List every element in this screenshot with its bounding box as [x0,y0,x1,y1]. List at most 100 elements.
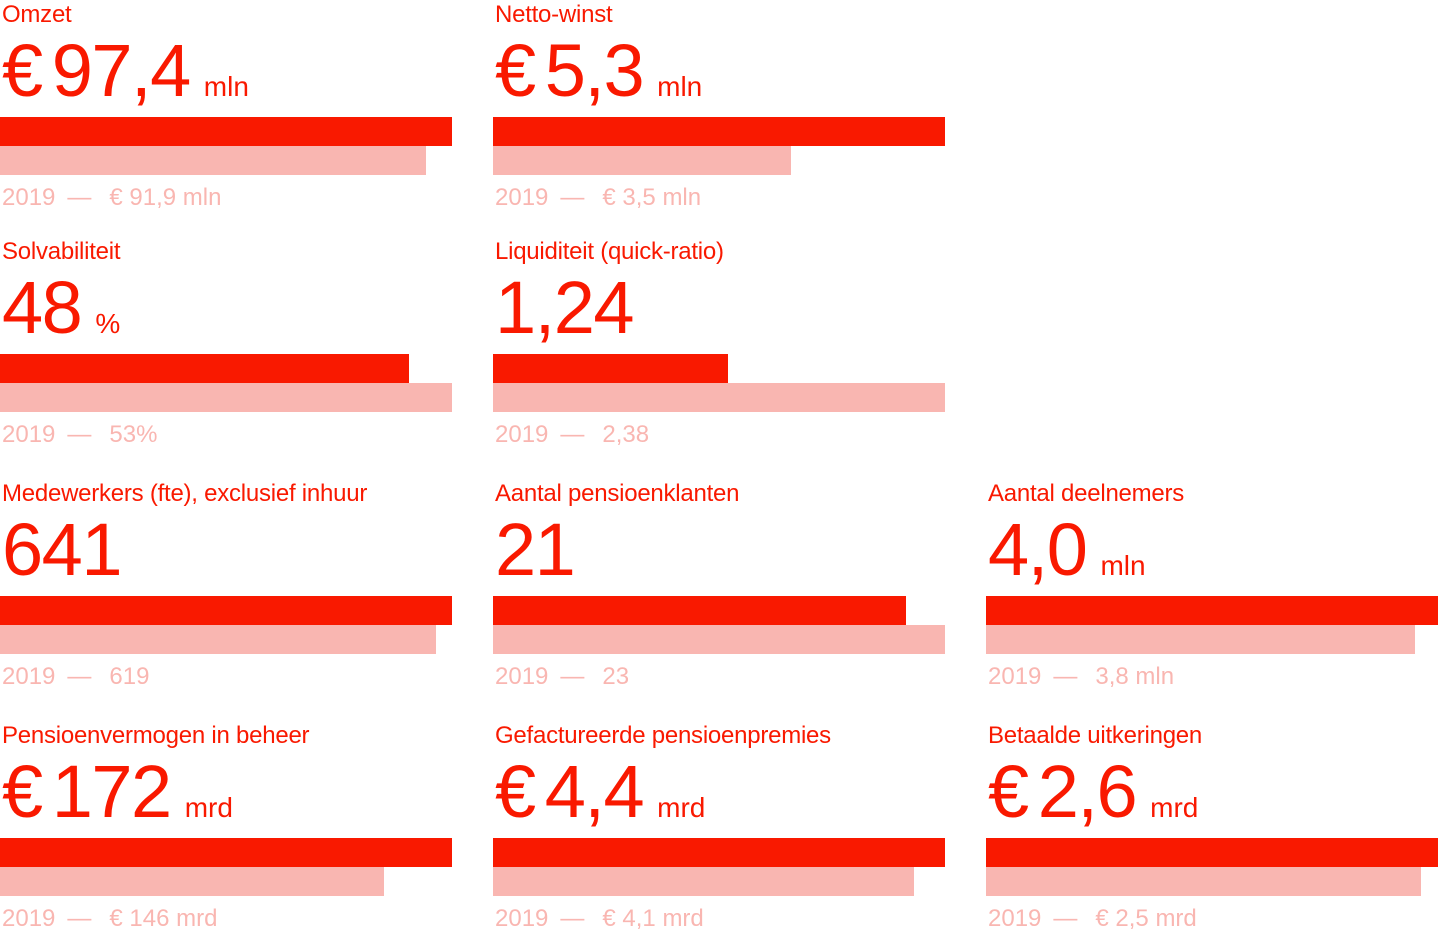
kpi-value-unit: mln [657,71,703,102]
kpi-bar-current [986,596,1438,625]
kpi-value-number: 97,4 [51,29,192,112]
kpi-previous-separator: — [560,905,585,932]
kpi-value-unit: mrd [184,792,233,823]
kpi-previous-value: 23 [602,663,630,690]
kpi-previous-line: 2019 — 3,8 mln [988,662,1174,692]
kpi-previous-line: 2019 — 2,38 [495,420,649,450]
kpi-previous-separator: — [560,184,585,211]
kpi-bar-current [493,117,945,146]
kpi-bar-previous [0,383,452,412]
kpi-value-number: 48 [2,266,83,349]
kpi-card-netto-winst: Netto-winst € 5,3 mln 2019 — € 3,5 mln [493,0,945,237]
kpi-previous-line: 2019 — 619 [2,662,149,692]
kpi-value-number: 1,24 [495,266,635,349]
kpi-value: 4,0 mln [988,508,1146,591]
kpi-previous-line: 2019 — € 4,1 mrd [495,904,704,932]
kpi-bar-previous [493,146,792,175]
kpi-card-solvabiliteit: Solvabiliteit 48 % 2019 — 53% [0,237,452,479]
kpi-card-pensioenpremies: Gefactureerde pensioenpremies € 4,4 mrd … [493,721,945,932]
kpi-previous-line: 2019 — 53% [2,420,157,450]
kpi-value: 21 [495,508,576,591]
kpi-bar-current [493,838,945,867]
kpi-currency-prefix: € [988,750,1029,833]
kpi-previous-year: 2019 [495,421,549,448]
kpi-value-number: 21 [495,508,576,591]
kpi-bar-previous [0,867,384,896]
kpi-bar-previous [986,867,1421,896]
kpi-value: € 97,4 mln [2,29,249,112]
kpi-bar-previous [0,146,427,175]
kpi-title: Aantal deelnemers [988,480,1185,507]
kpi-previous-value: € 146 mrd [109,905,218,932]
kpi-card-pensioenvermogen: Pensioenvermogen in beheer € 172 mrd 201… [0,721,452,932]
kpi-value-unit: % [95,308,121,339]
kpi-value: € 172 mrd [2,750,233,833]
kpi-value-number: 5,3 [544,29,645,112]
kpi-value-unit: mrd [1150,792,1199,823]
kpi-previous-line: 2019 — € 2,5 mrd [988,904,1197,932]
kpi-previous-line: 2019 — € 91,9 mln [2,183,221,213]
kpi-previous-value: € 2,5 mrd [1095,905,1197,932]
kpi-card-uitkeringen: Betaalde uitkeringen € 2,6 mrd 2019 — € … [986,721,1438,932]
kpi-previous-separator: — [560,663,585,690]
kpi-value-number: 172 [51,750,173,833]
kpi-value-number: 4,4 [544,750,645,833]
kpi-title: Gefactureerde pensioenpremies [495,722,831,749]
kpi-card-liquiditeit: Liquiditeit (quick-ratio) 1,24 2019 — 2,… [493,237,945,479]
kpi-value: € 5,3 mln [495,29,703,112]
kpi-previous-year: 2019 [2,905,56,932]
kpi-value: 48 % [2,266,121,349]
kpi-card-medewerkers: Medewerkers (fte), exclusief inhuur 641 … [0,479,452,721]
kpi-value-unit: mrd [657,792,706,823]
kpi-previous-separator: — [67,421,92,448]
kpi-previous-line: 2019 — € 3,5 mln [495,183,701,213]
kpi-bar-current [0,838,452,867]
kpi-bar-previous [493,625,945,654]
kpi-previous-year: 2019 [2,663,56,690]
kpi-previous-separator: — [67,663,92,690]
kpi-title: Pensioenvermogen in beheer [2,722,310,749]
kpi-previous-value: 3,8 mln [1095,663,1175,690]
kpi-previous-separator: — [67,184,92,211]
kpi-value-unit: mln [1100,550,1146,581]
kpi-currency-prefix: € [2,750,43,833]
kpi-previous-separator: — [67,905,92,932]
kpi-title: Solvabiliteit [2,238,121,265]
kpi-title: Liquiditeit (quick-ratio) [495,238,724,265]
kpi-title: Medewerkers (fte), exclusief inhuur [2,480,368,507]
kpi-value: € 4,4 mrd [495,750,706,833]
kpi-bar-current [986,838,1438,867]
kpi-previous-year: 2019 [988,905,1042,932]
kpi-value-number: 4,0 [988,508,1088,591]
kpi-previous-line: 2019 — 23 [495,662,629,692]
kpi-value: 1,24 [495,266,635,349]
kpi-bar-current [0,354,410,383]
kpi-previous-year: 2019 [495,905,549,932]
kpi-value-unit: mln [203,71,249,102]
kpi-bar-current [0,117,452,146]
kpi-value-number: 2,6 [1037,750,1138,833]
kpi-previous-year: 2019 [988,663,1042,690]
kpi-bar-previous [493,867,915,896]
kpi-card-deelnemers: Aantal deelnemers 4,0 mln 2019 — 3,8 mln [986,479,1438,721]
kpi-currency-prefix: € [2,29,43,112]
kpi-title: Netto-winst [495,1,613,28]
kpi-previous-value: € 3,5 mln [602,184,702,211]
kpi-bar-current [493,354,729,383]
kpi-previous-value: 53% [109,421,158,448]
kpi-previous-value: 619 [109,663,150,690]
kpi-previous-separator: — [560,421,585,448]
kpi-previous-value: € 4,1 mrd [602,905,704,932]
kpi-title: Betaalde uitkeringen [988,722,1203,749]
kpi-title: Aantal pensioenklanten [495,480,740,507]
kpi-bar-previous [0,625,437,654]
kpi-previous-year: 2019 [495,663,549,690]
kpi-value-number: 641 [2,508,123,591]
kpi-value: € 2,6 mrd [988,750,1199,833]
kpi-title: Omzet [2,1,72,28]
kpi-bar-previous [493,383,945,412]
kpi-previous-year: 2019 [2,184,56,211]
kpi-previous-value: € 91,9 mln [109,184,222,211]
kpi-previous-line: 2019 — € 146 mrd [2,904,217,932]
